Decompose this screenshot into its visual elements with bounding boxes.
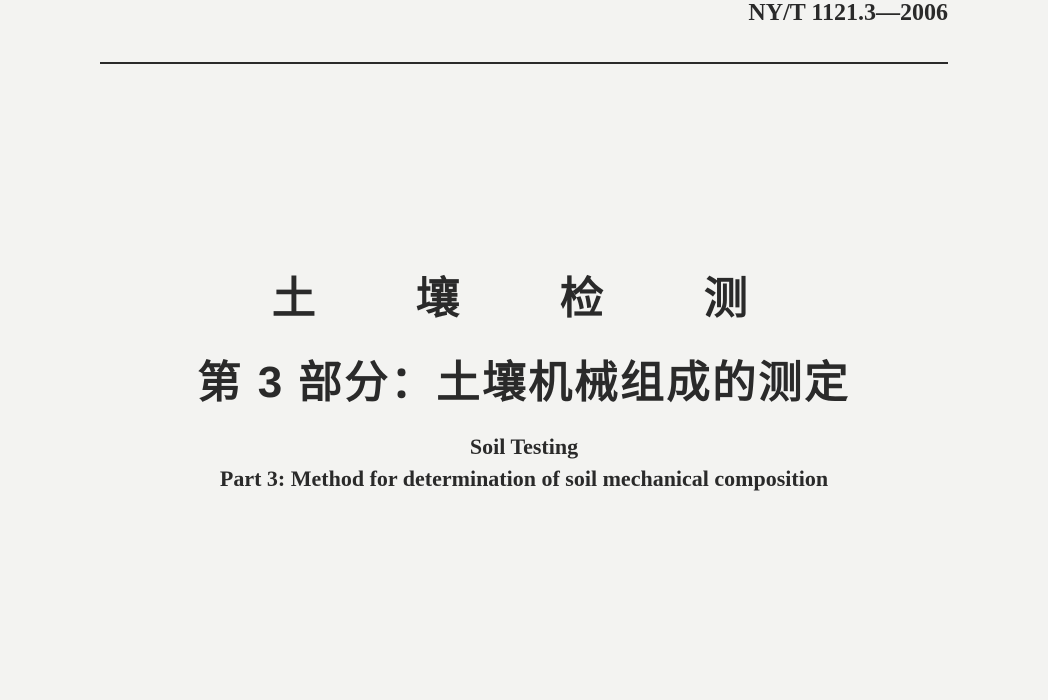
standard-code: NY/T 1121.3—2006 [748, 0, 948, 27]
title-english-line2: Part 3: Method for determination of soil… [0, 466, 1048, 492]
title-chinese-block: 土 壤 检 测 第 3 部分：土壤机械组成的测定 [0, 262, 1048, 410]
document-page: NY/T 1121.3—2006 土 壤 检 测 第 3 部分：土壤机械组成的测… [0, 0, 1048, 700]
title-english-block: Soil Testing Part 3: Method for determin… [0, 434, 1048, 492]
title-english-line1: Soil Testing [0, 434, 1048, 460]
title-chinese-line2: 第 3 部分：土壤机械组成的测定 [0, 346, 1048, 410]
title-chinese-line1: 土 壤 检 测 [0, 262, 1048, 326]
header-divider [100, 62, 948, 64]
